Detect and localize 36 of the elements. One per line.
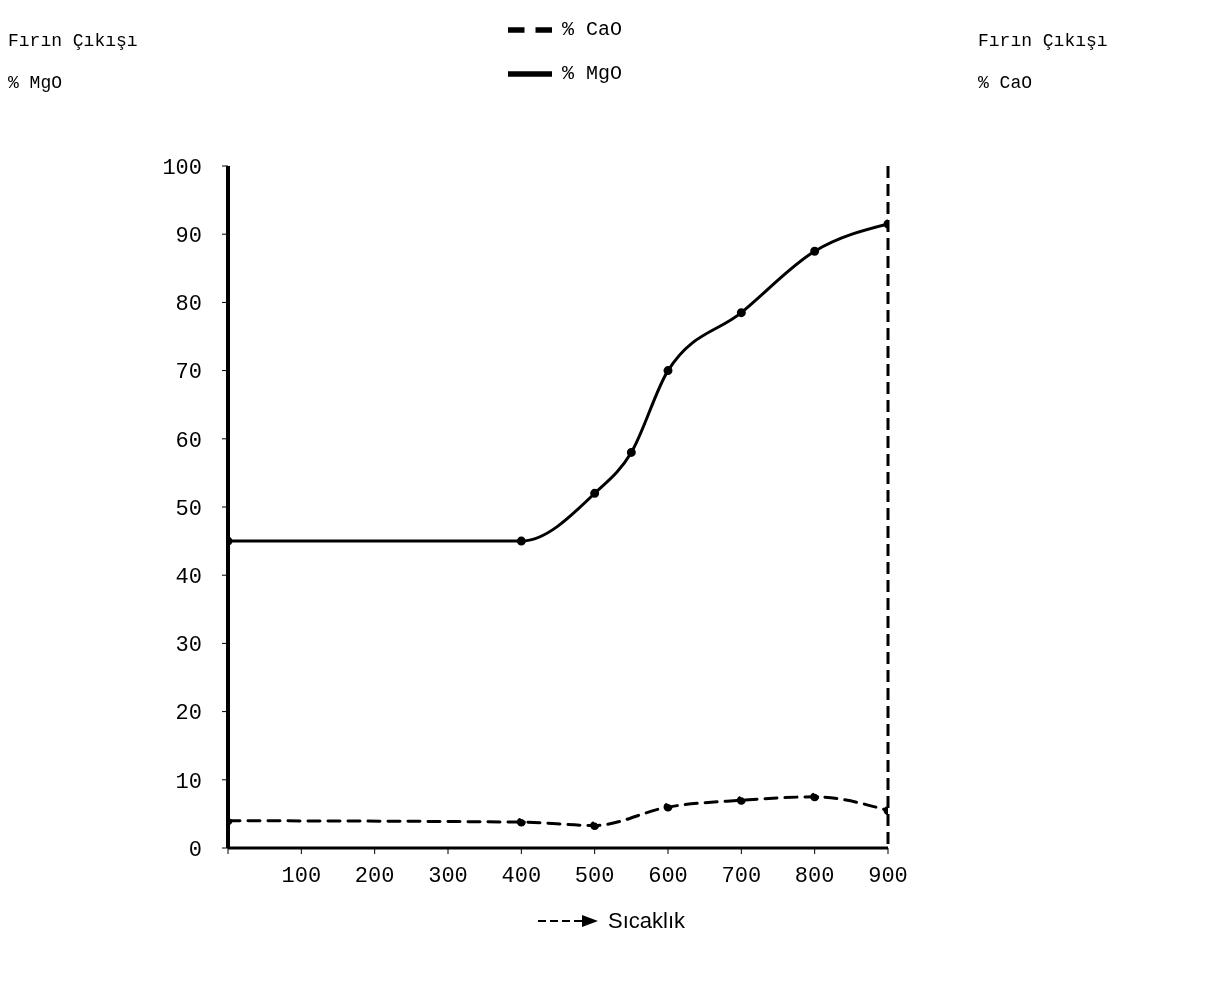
y-tick-label: 60 xyxy=(175,428,202,454)
y-tick-label: 90 xyxy=(175,224,202,250)
y-tick-label: 20 xyxy=(175,701,202,727)
y-tick-label: 10 xyxy=(175,769,202,795)
x-tick-label: 300 xyxy=(428,863,468,889)
point xyxy=(736,308,746,318)
x-tick-label: 900 xyxy=(868,863,908,889)
point xyxy=(663,802,673,812)
point xyxy=(810,246,820,256)
point xyxy=(516,817,526,827)
point xyxy=(626,447,636,457)
x-tick-label: 200 xyxy=(354,863,395,889)
x-tick-label: 700 xyxy=(721,863,762,889)
point xyxy=(590,820,600,830)
x-tick-label: 600 xyxy=(648,863,688,889)
y-tick-label: 70 xyxy=(175,360,202,386)
text: Fırın Çıkışı % MgO xyxy=(8,31,138,93)
x-tick-label: 500 xyxy=(574,863,615,889)
point xyxy=(663,366,673,376)
y-tick-label: 50 xyxy=(175,496,202,522)
y-tick-label: 100 xyxy=(162,155,202,181)
y-tick-label: 80 xyxy=(175,292,202,318)
point xyxy=(736,795,746,805)
legend-label: % MgO xyxy=(562,62,623,86)
text: Fırın Çıkışı % CaO xyxy=(978,31,1108,93)
legend-label: % CaO xyxy=(562,18,623,42)
y-tick-label: 0 xyxy=(188,837,202,863)
point xyxy=(590,488,600,498)
point xyxy=(810,792,820,802)
y-tick-label: 40 xyxy=(175,565,202,591)
point xyxy=(516,536,526,546)
x-tick-label: 400 xyxy=(501,863,542,889)
y-tick-label: 30 xyxy=(175,633,202,659)
x-tick-label: 100 xyxy=(281,863,322,889)
x-tick-label: 800 xyxy=(794,863,835,889)
x-axis-title: Sıcaklık xyxy=(608,908,686,934)
